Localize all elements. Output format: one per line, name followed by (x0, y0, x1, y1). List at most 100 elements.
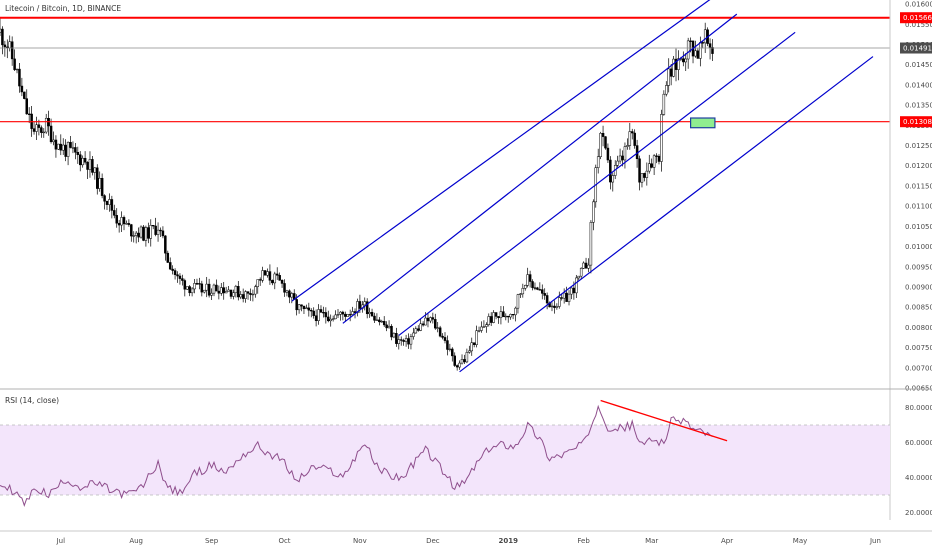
rsi-tick-label: 80.0000 (905, 404, 932, 412)
price-candle (443, 332, 447, 344)
price-candle (545, 292, 549, 310)
price-badge: 0.013089 (900, 116, 932, 128)
channel-trendline[interactable] (459, 56, 874, 373)
price-candle (32, 121, 36, 135)
price-candle (465, 348, 469, 364)
price-candle (648, 154, 651, 174)
price-candle (412, 327, 415, 340)
price-candle (404, 334, 408, 347)
price-candle (149, 219, 153, 247)
price-candle (458, 360, 461, 370)
price-candle (589, 220, 593, 274)
channel-trendline[interactable] (342, 13, 738, 324)
price-candle (275, 267, 279, 280)
price-candle (475, 325, 478, 348)
price-candle (536, 286, 539, 291)
price-candle (514, 306, 517, 322)
price-candle (485, 322, 488, 333)
price-candle (392, 332, 396, 339)
price-candle (205, 276, 208, 298)
price-candle (305, 304, 308, 310)
price-candle (451, 347, 454, 362)
price-candle (256, 279, 260, 294)
price-candle (314, 309, 318, 327)
price-candle (453, 352, 456, 367)
price-candle (626, 138, 629, 150)
price-candle (421, 321, 425, 327)
price-candle (122, 215, 126, 231)
price-candle (672, 55, 675, 78)
price-candle (541, 284, 544, 300)
price-candle (431, 312, 435, 324)
price-candle (266, 268, 269, 278)
price-candle (113, 204, 116, 219)
price-candle (351, 306, 354, 316)
price-candle (346, 313, 349, 317)
price-candle (399, 336, 403, 346)
rsi-axis-ticks: 80.0000 60.0000 40.0000 20.0000 (905, 404, 932, 517)
price-candle (232, 289, 235, 300)
price-candle (76, 146, 80, 164)
time-tick-label: Feb (577, 537, 590, 545)
price-candle (81, 155, 84, 168)
price-candle (633, 129, 636, 149)
price-candle (370, 308, 374, 317)
price-candle (246, 291, 250, 300)
price-candle (159, 227, 162, 237)
price-candle (519, 293, 522, 299)
price-candle (618, 148, 622, 164)
price-candle (538, 282, 542, 291)
price-candle (83, 151, 87, 165)
price-candle (280, 279, 284, 288)
rsi-pane[interactable]: RSI (14, close) 80.0000 60.0000 40.0000 20.… (0, 396, 932, 517)
price-candle (283, 279, 286, 297)
price-candle (290, 291, 294, 304)
price-candle (555, 303, 559, 310)
svg-text:0.015662: 0.015662 (903, 14, 932, 22)
price-candle (553, 300, 556, 314)
rsi-tick-label: 20.0000 (905, 509, 932, 517)
price-candle (64, 139, 67, 162)
price-candle (329, 314, 332, 327)
horizontal-levels (0, 16, 890, 123)
time-tick-label: Dec (426, 537, 440, 545)
price-candle (682, 51, 685, 67)
price-candle (331, 315, 335, 322)
price-candle (665, 81, 668, 97)
time-tick-label: Nov (353, 537, 367, 545)
price-candle (239, 291, 242, 300)
time-axis[interactable]: Jul Aug Sep Oct Nov Dec 2019 Feb Mar Apr May Jun (0, 530, 932, 545)
price-candle (341, 310, 345, 321)
rsi-tick-label: 40.0000 (905, 474, 932, 482)
price-pane-background (0, 0, 890, 388)
price-candle (300, 304, 303, 312)
channel-trendline[interactable] (291, 0, 715, 302)
price-candle (302, 305, 306, 314)
price-candle (69, 135, 72, 149)
time-tick-label: Sep (205, 537, 219, 545)
price-candle (584, 257, 588, 269)
price-candle (164, 235, 167, 261)
price-candle (234, 284, 238, 298)
price-candle (390, 324, 393, 341)
price-candle (261, 266, 264, 283)
price-candle (3, 40, 7, 57)
price-candle (601, 125, 605, 147)
price-candle (181, 274, 184, 286)
price-candle (570, 287, 573, 300)
price-candle (210, 288, 213, 301)
price-candle (492, 310, 495, 324)
price-candle (49, 118, 53, 144)
price-candle (339, 311, 342, 321)
price-pane[interactable]: Litecoin / Bitcoin, 1D, BINANCE (0, 0, 890, 388)
price-candle (312, 307, 315, 319)
price-candle (217, 285, 221, 300)
price-candle (105, 200, 109, 211)
svg-text:0.014912: 0.014912 (903, 45, 932, 53)
price-candle (130, 223, 133, 242)
price-candle (523, 284, 527, 291)
price-candle (251, 289, 255, 302)
channel-trendline[interactable] (398, 31, 796, 336)
